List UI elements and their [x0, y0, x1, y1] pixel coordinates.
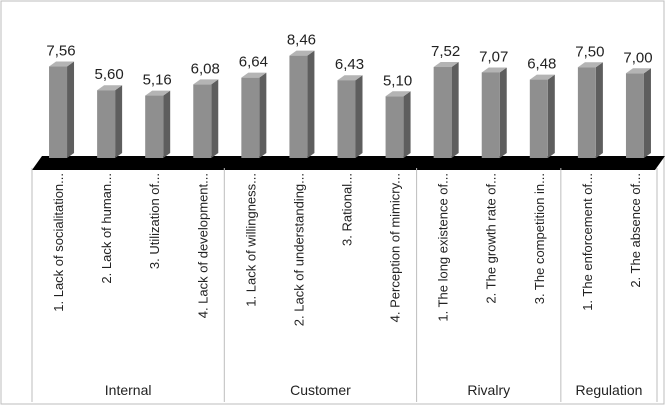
bar-top-8 — [385, 91, 411, 97]
category-label-12: 1. The enforcement of... — [580, 173, 595, 311]
bar-side-5 — [259, 72, 267, 158]
bar-side-11 — [547, 74, 555, 158]
value-label-4: 6,08 — [191, 60, 220, 77]
bar-side-12 — [595, 62, 603, 158]
value-label-8: 5,10 — [383, 72, 412, 89]
chart-floor — [32, 156, 665, 170]
bar-6 — [289, 55, 308, 158]
category-label-4: 4. Lack of development... — [195, 173, 210, 318]
bar-2 — [97, 90, 116, 158]
value-label-5: 6,64 — [239, 54, 268, 71]
bar-top-1 — [49, 61, 75, 67]
bar-top-9 — [433, 62, 459, 68]
bar-top-7 — [337, 75, 363, 81]
category-label-7: 3. Rational... — [340, 173, 355, 246]
bar-side-9 — [451, 62, 459, 159]
bar-side-6 — [307, 50, 315, 158]
bar-side-3 — [163, 90, 171, 158]
bar-10 — [481, 72, 500, 158]
value-label-7: 6,43 — [335, 56, 364, 73]
bar-side-1 — [67, 61, 75, 158]
bar-4 — [193, 84, 212, 158]
bar-7 — [337, 80, 356, 158]
category-label-6: 2. Lack of understanding... — [291, 173, 306, 326]
bar-5 — [241, 77, 260, 158]
bar-top-13 — [625, 68, 651, 74]
bar-side-13 — [643, 68, 651, 158]
bar-top-3 — [145, 90, 171, 96]
value-label-3: 5,16 — [143, 72, 172, 89]
group-label-rivalry: Rivalry — [467, 382, 510, 398]
bar-11 — [529, 79, 548, 158]
value-label-13: 7,00 — [623, 49, 652, 66]
group-label-regulation: Regulation — [575, 382, 642, 398]
bar-side-4 — [211, 79, 219, 158]
bar-top-5 — [241, 72, 267, 78]
bar-12 — [577, 67, 596, 158]
bar-9 — [433, 67, 452, 158]
category-label-11: 3. The competition in... — [532, 173, 547, 304]
bar-8 — [385, 96, 404, 158]
bar-13 — [625, 73, 644, 158]
category-label-3: 3. Utilization of... — [147, 173, 162, 269]
bar-top-12 — [577, 62, 603, 68]
value-label-9: 7,52 — [431, 43, 460, 60]
bar-top-2 — [97, 85, 123, 91]
bar-top-10 — [481, 67, 507, 73]
bar-top-6 — [289, 50, 315, 56]
bar-top-11 — [529, 74, 555, 80]
bar-3 — [145, 95, 164, 158]
bar-1 — [49, 66, 68, 158]
bar-side-2 — [115, 85, 123, 158]
category-label-1: 1. Lack of socialitation... — [51, 173, 66, 312]
category-label-2: 2. Lack of human... — [99, 173, 114, 284]
bar-side-10 — [499, 67, 507, 158]
category-label-8: 4. Perception of mimicry... — [388, 173, 403, 322]
category-label-5: 1. Lack of willingness... — [243, 173, 258, 307]
bar-top-4 — [193, 79, 219, 85]
value-label-6: 8,46 — [287, 32, 316, 49]
value-label-12: 7,50 — [575, 43, 604, 60]
value-label-2: 5,60 — [95, 66, 124, 83]
category-label-10: 2. The growth rate of... — [484, 173, 499, 304]
category-label-9: 1. The long existence of... — [436, 173, 451, 322]
value-label-1: 7,56 — [46, 43, 75, 60]
bar-side-7 — [355, 75, 363, 158]
category-label-13: 2. The absence of... — [628, 173, 643, 288]
value-label-10: 7,07 — [479, 48, 508, 65]
value-label-11: 6,48 — [527, 56, 556, 73]
bar-side-8 — [403, 91, 411, 158]
group-label-internal: Internal — [105, 382, 152, 398]
group-label-customer: Customer — [290, 382, 351, 398]
